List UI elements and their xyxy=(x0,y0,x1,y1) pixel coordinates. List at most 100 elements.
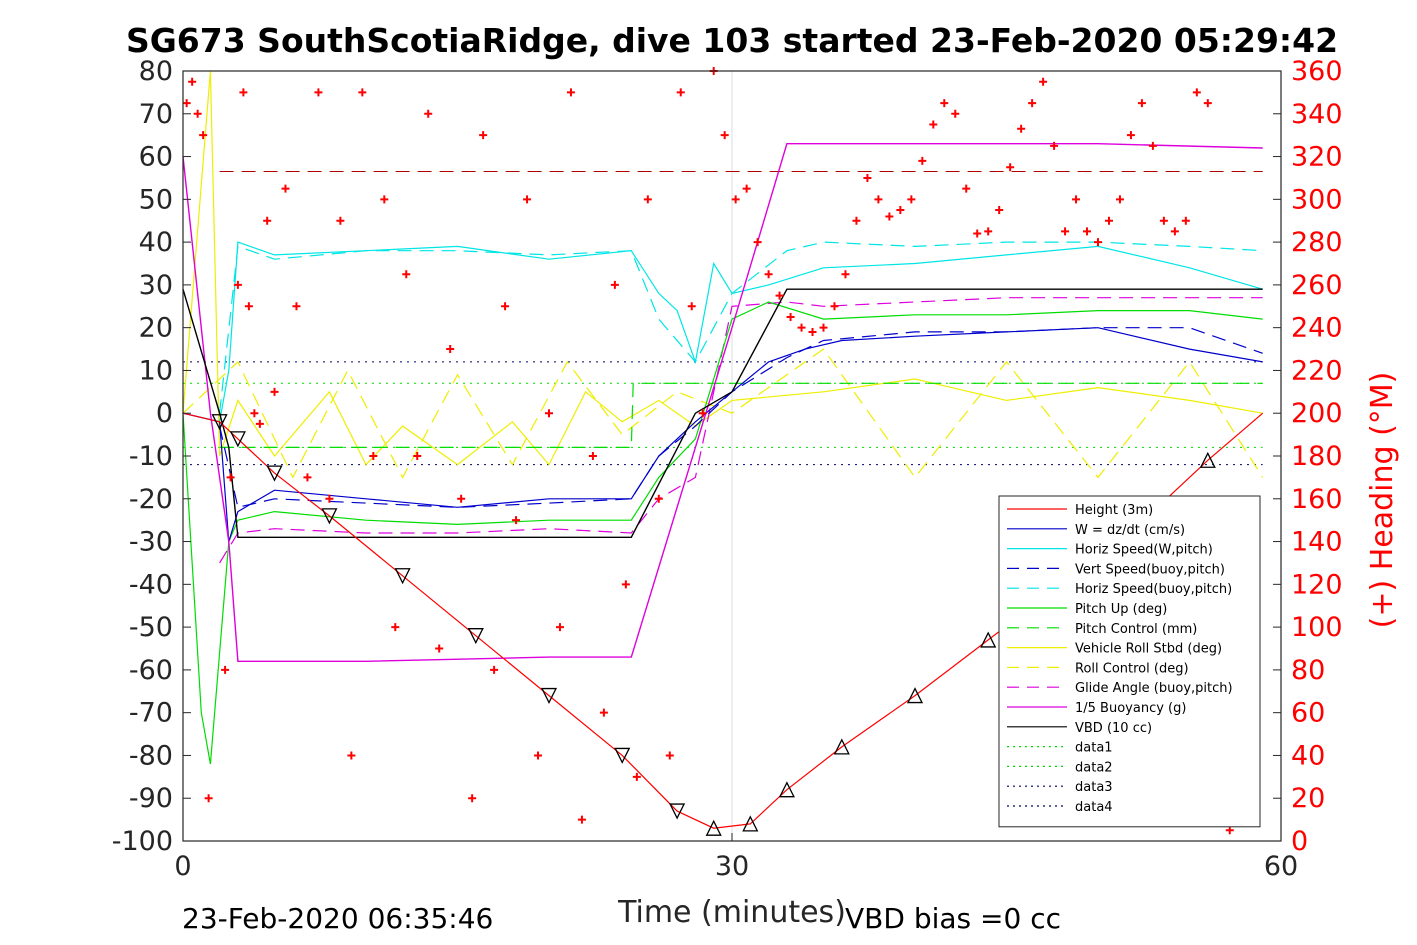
heading-point-50 xyxy=(676,88,685,97)
heading-point-86 xyxy=(1072,195,1081,204)
tick-right-label-6: 240 xyxy=(1291,313,1343,344)
series-vert-speed-buoy xyxy=(219,327,1263,509)
legend: Height (3m) W = dz/dt (cm/s) Horiz Speed(W… xyxy=(998,495,1261,828)
tick-left-label-14: -60 xyxy=(129,655,173,686)
heading-point-95 xyxy=(1170,227,1179,236)
legend-label-11: VBD (10 cc) xyxy=(1075,721,1152,736)
tick-right-label-1: 340 xyxy=(1291,99,1343,130)
heading-point-7 xyxy=(233,280,242,289)
heading-point-85 xyxy=(1061,227,1070,236)
tick-right-label-17: 20 xyxy=(1291,783,1325,814)
heading-point-20 xyxy=(347,751,356,760)
heading-point-65 xyxy=(841,270,850,279)
heading-point-6 xyxy=(226,473,235,482)
series-layer xyxy=(182,70,1264,836)
heading-point-35 xyxy=(512,516,521,525)
heading-point-59 xyxy=(775,291,784,300)
heading-point-48 xyxy=(654,494,663,503)
heading-point-88 xyxy=(1094,238,1102,247)
height-marker-8 xyxy=(614,747,631,764)
tick-right-label-8: 200 xyxy=(1291,398,1343,429)
heading-point-90 xyxy=(1115,195,1124,204)
tick-right-label-13: 100 xyxy=(1291,612,1343,643)
heading-point-55 xyxy=(731,195,740,204)
tick-right-label-5: 260 xyxy=(1291,270,1343,301)
tick-left-label-13: -50 xyxy=(129,612,173,643)
heading-point-79 xyxy=(995,206,1004,215)
heading-point-41 xyxy=(577,815,586,824)
legend-label-4: Horiz Speed(buoy,pitch) xyxy=(1075,582,1232,597)
height-marker-1 xyxy=(211,414,228,431)
legend-label-14: data3 xyxy=(1075,780,1113,795)
height-marker-6 xyxy=(467,628,484,645)
heading-point-46 xyxy=(632,772,641,781)
heading-point-11 xyxy=(255,419,264,428)
heading-point-12 xyxy=(263,216,272,225)
tick-x-label-0: 0 xyxy=(174,851,191,882)
heading-point-78 xyxy=(984,227,993,236)
heading-point-31 xyxy=(468,794,477,803)
height-marker-3 xyxy=(266,465,283,482)
heading-point-22 xyxy=(369,452,378,460)
heading-point-56 xyxy=(742,184,751,193)
heading-point-51 xyxy=(687,302,696,311)
tick-left-label-9: -10 xyxy=(129,441,173,472)
heading-point-23 xyxy=(380,195,389,204)
heading-point-5 xyxy=(221,665,230,674)
tick-right-label-0: 360 xyxy=(1291,56,1343,87)
heading-point-44 xyxy=(610,280,619,289)
heading-point-43 xyxy=(599,708,608,717)
legend-label-2: Horiz Speed(W,pitch) xyxy=(1075,543,1213,558)
tick-right-label-15: 60 xyxy=(1291,698,1325,729)
legend-label-9: Glide Angle (buoy,pitch) xyxy=(1075,681,1233,696)
heading-point-57 xyxy=(753,238,762,247)
heading-point-28 xyxy=(435,644,444,653)
heading-point-18 xyxy=(325,494,334,503)
heading-point-67 xyxy=(863,173,872,182)
tick-right-label-16: 40 xyxy=(1291,740,1325,771)
heading-point-39 xyxy=(555,623,564,632)
heading-point-94 xyxy=(1159,216,1168,225)
heading-point-2 xyxy=(193,109,202,118)
heading-point-32 xyxy=(479,131,488,140)
heading-point-36 xyxy=(523,195,532,204)
tick-right-label-11: 140 xyxy=(1291,527,1343,558)
heading-point-69 xyxy=(885,212,894,221)
chart-title: SG673 SouthScotiaRidge, dive 103 started… xyxy=(126,21,1338,60)
heading-point-82 xyxy=(1028,99,1037,108)
footer-vbd-bias: VBD bias =0 cc xyxy=(845,902,1061,935)
heading-point-89 xyxy=(1104,216,1113,225)
series-horiz-speed-w xyxy=(182,241,1263,423)
heading-point-29 xyxy=(446,345,455,354)
heading-point-34 xyxy=(501,302,510,311)
heading-point-76 xyxy=(962,184,971,193)
legend-label-13: data2 xyxy=(1075,760,1113,775)
tick-left-label-17: -90 xyxy=(129,783,173,814)
heading-point-87 xyxy=(1083,227,1092,236)
heading-point-74 xyxy=(940,99,949,108)
heading-point-58 xyxy=(764,270,773,279)
heading-point-73 xyxy=(929,120,938,129)
heading-point-54 xyxy=(720,131,729,140)
tick-right-label-3: 300 xyxy=(1291,184,1343,215)
height-marker-7 xyxy=(540,687,558,705)
heading-point-93 xyxy=(1148,141,1157,150)
heading-point-19 xyxy=(336,216,345,225)
height-marker-12 xyxy=(778,781,795,798)
legend-label-0: Height (3m) xyxy=(1075,503,1153,518)
heading-point-61 xyxy=(797,323,806,332)
tick-right-label-7: 220 xyxy=(1291,355,1343,386)
height-marker-13 xyxy=(833,738,850,755)
heading-point-3 xyxy=(199,131,208,140)
height-marker-11 xyxy=(742,815,759,832)
series-w xyxy=(182,327,1263,542)
tick-left-label-18: -100 xyxy=(112,826,173,857)
heading-point-96 xyxy=(1181,216,1190,225)
height-marker-4 xyxy=(321,508,338,525)
legend-label-12: data1 xyxy=(1075,741,1113,756)
heading-point-60 xyxy=(786,312,795,321)
height-marker-9 xyxy=(669,803,686,820)
tick-left-label-8: 0 xyxy=(156,398,173,429)
tick-left-label-7: 10 xyxy=(139,355,173,386)
